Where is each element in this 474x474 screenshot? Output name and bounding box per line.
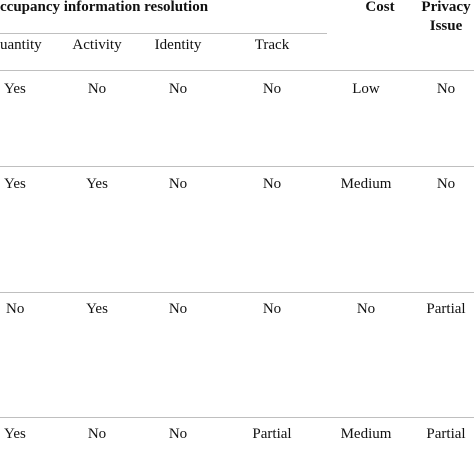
row-4-identity: No bbox=[168, 426, 188, 442]
row-2-privacy: No bbox=[436, 176, 456, 192]
row-1-divider bbox=[0, 166, 474, 167]
row-1-privacy: No bbox=[436, 81, 456, 97]
row-2-divider bbox=[0, 292, 474, 293]
header-privacy-line1: Privacy bbox=[421, 0, 471, 15]
row-2-cost: Medium bbox=[340, 176, 392, 192]
row-1-quantity: Yes bbox=[4, 81, 26, 97]
header-track: Track bbox=[254, 37, 290, 53]
row-4-quantity: Yes bbox=[4, 426, 26, 442]
row-3-divider bbox=[0, 417, 474, 418]
row-1-identity: No bbox=[168, 81, 188, 97]
row-2-track: No bbox=[262, 176, 282, 192]
group-header-underline bbox=[0, 33, 327, 34]
header-privacy-line2: Issue bbox=[429, 18, 463, 34]
header-identity: Identity bbox=[154, 37, 202, 53]
row-3-quantity: No bbox=[6, 301, 25, 317]
row-4-cost: Medium bbox=[340, 426, 392, 442]
header-cost: Cost bbox=[365, 0, 395, 15]
row-4-privacy: Partial bbox=[426, 426, 466, 442]
row-1-track: No bbox=[262, 81, 282, 97]
row-1-activity: No bbox=[87, 81, 107, 97]
row-3-activity: Yes bbox=[86, 301, 108, 317]
row-3-privacy: Partial bbox=[426, 301, 466, 317]
row-4-track: Partial bbox=[252, 426, 292, 442]
header-quantity: uantity bbox=[0, 37, 42, 53]
row-4-activity: No bbox=[87, 426, 107, 442]
row-3-cost: No bbox=[356, 301, 376, 317]
row-2-identity: No bbox=[168, 176, 188, 192]
row-3-identity: No bbox=[168, 301, 188, 317]
header-bottom-rule bbox=[0, 70, 474, 71]
row-3-track: No bbox=[262, 301, 282, 317]
row-2-activity: Yes bbox=[86, 176, 108, 192]
header-activity: Activity bbox=[72, 37, 122, 53]
group-header-occupancy-resolution: ccupancy information resolution bbox=[0, 0, 209, 15]
row-1-cost: Low bbox=[352, 81, 380, 97]
row-2-quantity: Yes bbox=[4, 176, 26, 192]
